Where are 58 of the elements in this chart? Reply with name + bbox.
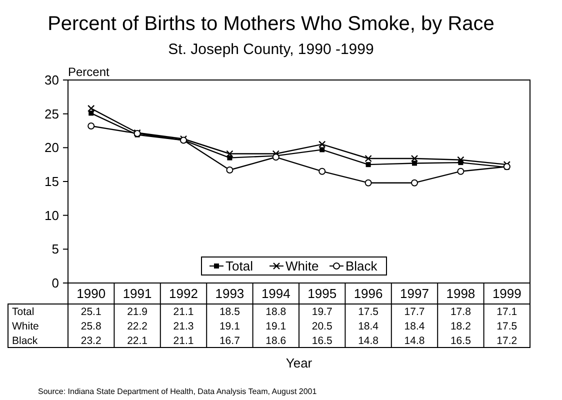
text: Total	[12, 306, 34, 318]
y-tick-label: 5	[52, 242, 59, 257]
legend-label: Total	[226, 258, 254, 274]
data-label: 17.1	[496, 306, 518, 318]
y-tick-label: 20	[44, 140, 59, 156]
legend-label: White	[286, 258, 319, 274]
data-label: 16.5	[450, 335, 472, 347]
data-label: 19.1	[219, 320, 240, 332]
data-label: 21.1	[173, 335, 194, 347]
data-label: 17.2	[496, 335, 518, 347]
data-label: 17.5	[496, 320, 518, 332]
x-tick-label: 1999	[492, 286, 522, 301]
x-axis-title: Year	[286, 356, 313, 370]
data-label: 18.4	[358, 320, 379, 332]
y-tick-label: 0	[52, 276, 59, 290]
data-label: 22.1	[127, 335, 148, 347]
text: Black	[12, 335, 38, 347]
data-label: 20.5	[312, 320, 332, 332]
data-label: 25.1	[80, 306, 102, 318]
y-tick-label: 30	[44, 72, 59, 88]
data-label: 18.4	[404, 320, 425, 332]
x-tick-label: 1994	[261, 286, 290, 301]
x-tick-label: 1996	[354, 286, 383, 301]
data-label: 17.8	[450, 306, 472, 318]
data-label: 16.7	[219, 335, 240, 347]
data-label: 18.8	[266, 306, 286, 318]
y-tick-label: 10	[44, 208, 59, 223]
y-tick-label: 15	[44, 174, 59, 189]
data-label: 14.8	[404, 335, 425, 347]
legend-label: Black	[346, 258, 378, 274]
data-label: 16.5	[312, 335, 332, 347]
x-tick-label: 1991	[122, 286, 152, 301]
x-tick-label: 1992	[169, 286, 198, 301]
data-label: 14.8	[358, 335, 379, 347]
data-label: 17.7	[404, 306, 425, 318]
y-tick-label: 25	[44, 106, 59, 122]
x-tick-label: 1998	[446, 286, 476, 301]
y-axis-title: Percent	[68, 65, 110, 79]
data-label: 19.7	[312, 306, 332, 318]
x-tick-label: 1993	[215, 286, 244, 301]
text: White	[12, 320, 39, 332]
data-label: 23.2	[80, 335, 102, 347]
x-tick-label: 1990	[76, 286, 106, 301]
source-note: Source: Indiana State Department of Health, Data Analysis Team, August 2001	[38, 387, 318, 396]
data-label: 21.9	[127, 306, 148, 318]
x-tick-label: 1997	[400, 286, 429, 301]
data-label: 21.3	[173, 320, 194, 332]
data-label: 25.8	[80, 320, 102, 332]
data-label: 17.5	[358, 306, 379, 318]
data-label: 21.1	[173, 306, 194, 318]
x-tick-label: 1995	[308, 286, 337, 301]
data-label: 18.5	[219, 306, 240, 318]
data-label: 18.2	[450, 320, 472, 332]
data-label: 19.1	[266, 320, 286, 332]
data-label: 22.2	[127, 320, 148, 332]
data-label: 18.6	[266, 335, 286, 347]
chart-subtitle: St. Joseph County, 1990 -1999	[168, 41, 374, 58]
chart-title: Percent of Births to Mothers Who Smoke, by Race	[48, 13, 494, 35]
